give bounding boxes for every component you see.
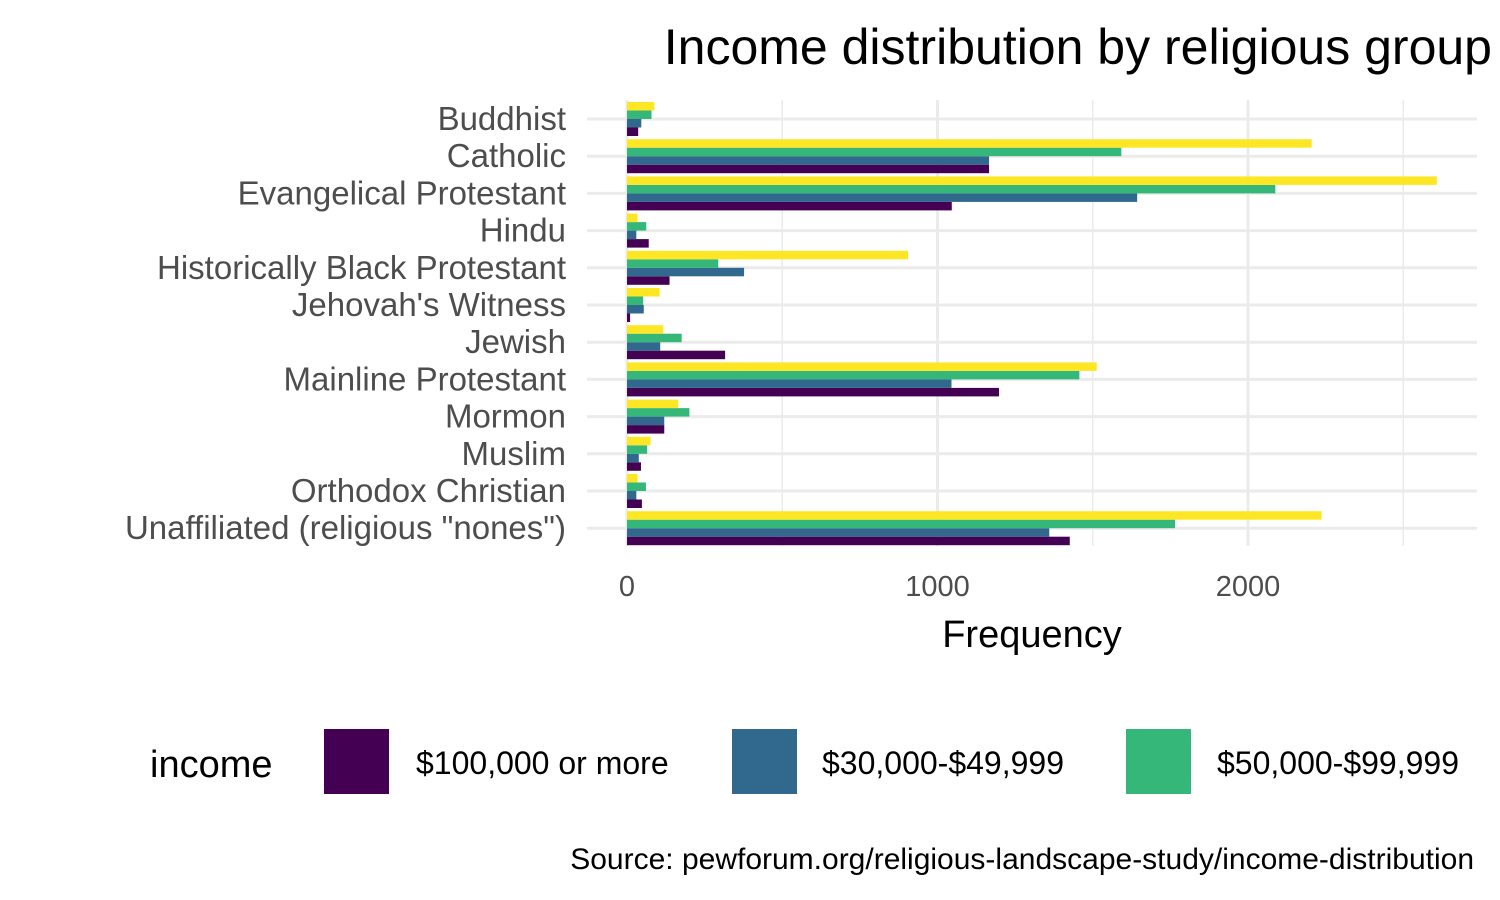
bar	[627, 201, 952, 211]
bars	[627, 102, 1437, 546]
bar	[627, 387, 999, 397]
x-tick-labels: 0 1000 2000	[619, 571, 1280, 603]
bar	[627, 213, 638, 223]
bar	[627, 453, 639, 463]
category-label: Unaffiliated (religious "nones")	[125, 509, 566, 546]
bar	[627, 193, 1138, 202]
caption: Source: pewforum.org/religious-landscape…	[570, 843, 1474, 876]
bar	[627, 230, 637, 240]
bar	[627, 239, 649, 248]
bar	[627, 482, 646, 491]
bar	[627, 462, 641, 471]
category-label: Muslim	[462, 435, 567, 472]
bar	[627, 267, 745, 277]
bar	[627, 110, 652, 119]
category-label: Hindu	[480, 212, 566, 249]
bar	[627, 127, 639, 136]
category-label: Buddhist	[438, 100, 566, 137]
bar	[627, 370, 1080, 380]
bar	[627, 296, 644, 305]
bar	[627, 288, 660, 297]
bar	[627, 250, 909, 260]
category-label: Catholic	[447, 137, 566, 174]
bar	[627, 499, 642, 508]
bar	[627, 436, 651, 446]
bar	[627, 156, 990, 165]
bar	[627, 342, 661, 351]
legend-title: income	[150, 744, 273, 786]
bar	[627, 305, 644, 314]
legend-swatch	[732, 729, 797, 794]
x-tick-label: 1000	[905, 571, 970, 603]
bar	[627, 102, 655, 111]
bar	[627, 528, 1050, 537]
legend-swatch	[1126, 729, 1191, 794]
category-label: Orthodox Christian	[291, 472, 566, 509]
category-label: Mainline Protestant	[284, 360, 566, 397]
legend-label: $50,000-$99,999	[1217, 745, 1459, 781]
category-label: Evangelical Protestant	[238, 174, 566, 211]
legend-label: $30,000-$49,999	[822, 745, 1064, 781]
legend-swatch	[324, 729, 389, 794]
category-label: Mormon	[445, 398, 566, 435]
bar	[627, 325, 664, 334]
category-label: Jewish	[465, 323, 566, 360]
bar	[627, 139, 1312, 148]
bar	[627, 511, 1322, 520]
bar	[627, 119, 642, 128]
x-axis-title: Frequency	[942, 614, 1122, 656]
bar	[627, 259, 719, 268]
bar	[627, 519, 1176, 529]
bar	[627, 313, 631, 322]
chart-title: Income distribution by religious group	[664, 19, 1492, 75]
bar	[627, 379, 952, 388]
legend: income $100,000 or more $30,000-$49,999 $5…	[150, 729, 1459, 794]
bar	[627, 333, 682, 343]
bar	[627, 445, 648, 454]
bar	[627, 164, 990, 174]
bar	[627, 222, 647, 231]
category-label: Jehovah's Witness	[292, 286, 566, 323]
bar	[627, 176, 1437, 185]
bar	[627, 362, 1097, 371]
x-tick-label: 0	[619, 571, 635, 603]
bar	[627, 184, 1276, 194]
bar	[627, 147, 1122, 157]
bar	[627, 425, 665, 434]
bar	[627, 416, 665, 426]
category-label: Historically Black Protestant	[157, 249, 566, 286]
bar	[627, 408, 690, 417]
bar	[627, 474, 638, 483]
bar	[627, 491, 637, 500]
bar	[627, 399, 679, 409]
bar	[627, 350, 726, 360]
x-tick-label: 2000	[1216, 571, 1281, 603]
bar	[627, 276, 670, 285]
bar	[627, 536, 1070, 546]
legend-label: $100,000 or more	[416, 745, 669, 781]
